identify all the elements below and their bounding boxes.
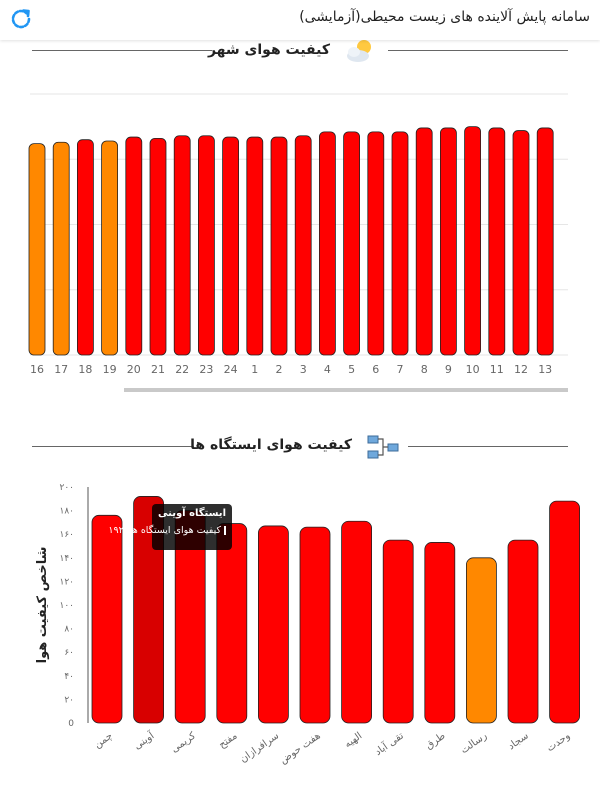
chart-tooltip: ایستگاه آوینی کیفیت هوای ایستگاه ها: ۱۹۲ xyxy=(108,504,232,550)
y-tick-label: ۸۰ xyxy=(64,625,74,635)
bar[interactable] xyxy=(28,143,46,356)
bar[interactable] xyxy=(391,131,409,356)
y-tick-label: ۱۰۰ xyxy=(59,601,74,611)
tooltip-swatch xyxy=(224,526,226,535)
x-tick-label: 1 xyxy=(251,363,258,376)
y-tick-label: ۶۰ xyxy=(64,648,74,658)
x-tick-label: 21 xyxy=(151,363,165,376)
bar[interactable] xyxy=(222,136,240,356)
bar[interactable] xyxy=(367,131,385,356)
station-aqi-chart: 0 ۲۰ ۴۰ ۶۰ ۸۰ ۱۰۰ ۱۲۰ ۱۴۰ ۱۶۰ ۱۸۰ ۲۰۰ شاخص کیفیت هو… xyxy=(35,483,580,766)
bar[interactable] xyxy=(149,137,167,356)
tooltip-title: ایستگاه آوینی xyxy=(158,508,226,519)
x-tick-label: 4 xyxy=(324,363,331,376)
y-tick-label: ۲۰ xyxy=(64,695,74,705)
bar[interactable] xyxy=(197,135,215,356)
chart-scrollbar[interactable] xyxy=(124,388,568,392)
section-divider-left xyxy=(32,50,212,51)
y-tick-label: ۱۴۰ xyxy=(59,554,74,564)
bar[interactable] xyxy=(318,131,336,356)
x-tick-label: 13 xyxy=(538,363,552,376)
bar[interactable] xyxy=(125,136,143,356)
x-tick-label: کریمی xyxy=(169,730,198,755)
x-tick-label: مفتح xyxy=(217,730,240,750)
bar[interactable] xyxy=(549,500,580,724)
x-tick-label: 9 xyxy=(445,363,452,376)
bar[interactable] xyxy=(512,130,530,356)
x-tick-label: 23 xyxy=(199,363,213,376)
section-divider-right xyxy=(388,50,568,51)
x-tick-label: 12 xyxy=(514,363,528,376)
bar[interactable] xyxy=(424,542,456,724)
bar[interactable] xyxy=(246,136,264,356)
bar[interactable] xyxy=(77,139,94,356)
y-axis-label: شاخص کیفیت هوا xyxy=(35,547,50,664)
app-bar: سامانه پایش آلاینده های زیست محیطی(آزمای… xyxy=(0,0,600,40)
bar[interactable] xyxy=(536,127,554,356)
bar[interactable] xyxy=(341,520,373,724)
x-tick-label: 7 xyxy=(397,363,404,376)
bar[interactable] xyxy=(216,523,248,724)
section-divider-left xyxy=(32,446,192,447)
x-tick-label: تقی آباد xyxy=(372,729,406,758)
bar[interactable] xyxy=(464,126,482,356)
bar[interactable] xyxy=(507,539,539,724)
x-tick-label: 22 xyxy=(175,363,189,376)
x-tick-label: هفت حوض xyxy=(278,730,323,766)
y-tick-label: ۱۲۰ xyxy=(59,577,74,587)
bar[interactable] xyxy=(91,514,123,724)
x-tick-label: 2 xyxy=(276,363,283,376)
x-tick-label: 3 xyxy=(300,363,307,376)
y-tick-label: ۱۶۰ xyxy=(59,530,74,540)
y-tick-label: ۱۸۰ xyxy=(59,507,74,517)
x-tick-label: وحدت xyxy=(545,730,572,754)
x-tick-label: 6 xyxy=(372,363,379,376)
x-tick-label: 11 xyxy=(490,363,504,376)
station-section-title: کیفیت هوای ایستگاه ها xyxy=(190,437,352,453)
x-tick-label: 20 xyxy=(127,363,141,376)
bar[interactable] xyxy=(294,135,312,356)
bar[interactable] xyxy=(101,140,118,356)
x-tick-label: سجاد xyxy=(506,730,531,752)
x-tick-label: 24 xyxy=(224,363,238,376)
bar[interactable] xyxy=(270,136,288,356)
x-tick-label: 8 xyxy=(421,363,428,376)
section-divider-right xyxy=(408,446,568,447)
y-tick-label: 0 xyxy=(68,719,74,729)
weather-icon xyxy=(347,40,371,62)
hourly-section-title: کیفیت هوای شهر xyxy=(207,42,330,58)
bar[interactable] xyxy=(465,557,497,724)
tooltip-value: کیفیت هوای ایستگاه ها: ۱۹۲ xyxy=(108,525,221,536)
x-tick-label: طرق xyxy=(424,730,448,751)
x-tick-label: 16 xyxy=(30,363,44,376)
x-tick-label: آوینی xyxy=(131,728,157,752)
x-tick-label: 10 xyxy=(466,363,480,376)
bar[interactable] xyxy=(488,127,506,356)
bar[interactable] xyxy=(415,127,433,356)
bar[interactable] xyxy=(52,141,70,356)
bar[interactable] xyxy=(299,526,331,724)
y-tick-label: ۴۰ xyxy=(64,672,74,682)
bar[interactable] xyxy=(257,525,289,724)
x-tick-label: 19 xyxy=(103,363,117,376)
bar[interactable] xyxy=(173,135,191,356)
bar[interactable] xyxy=(133,496,165,724)
x-tick-label: الهیه xyxy=(343,730,365,750)
x-tick-label: 17 xyxy=(54,363,68,376)
bar[interactable] xyxy=(343,131,361,356)
network-icon xyxy=(367,435,399,459)
app-title: سامانه پایش آلاینده های زیست محیطی(آزمای… xyxy=(299,9,590,25)
x-tick-label: 18 xyxy=(78,363,92,376)
bar[interactable] xyxy=(382,539,414,724)
refresh-icon[interactable] xyxy=(8,6,34,32)
x-tick-label: 5 xyxy=(348,363,355,376)
hourly-aqi-chart: 16 17 18 19 20 21 22 23 24 1 2 3 4 5 6 7 8 9 10 11 12 13 xyxy=(28,93,568,376)
tooltip-row: کیفیت هوای ایستگاه ها: ۱۹۲ xyxy=(108,525,226,536)
x-tick-label: سرافرازان xyxy=(238,730,281,765)
y-tick-label: ۲۰۰ xyxy=(59,483,74,493)
x-tick-label: رسالت xyxy=(459,730,489,756)
x-tick-label: چمن xyxy=(92,730,114,750)
bar[interactable] xyxy=(439,127,457,356)
